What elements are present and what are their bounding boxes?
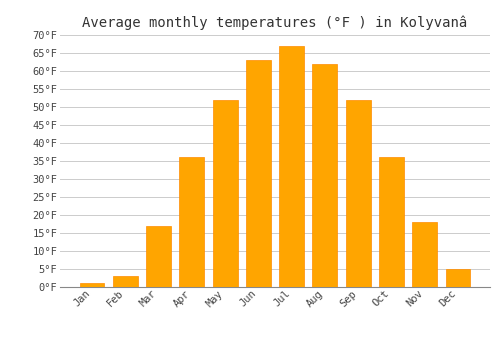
Bar [212,100,238,287]
Bar [379,158,404,287]
Bar [80,284,104,287]
Bar [180,158,204,287]
Bar [279,46,304,287]
Bar [412,222,437,287]
Bar [312,64,338,287]
Bar [346,100,370,287]
Title: Average monthly temperatures (°F ) in Kolyvanâ: Average monthly temperatures (°F ) in Ko… [82,15,468,30]
Bar [146,226,171,287]
Bar [246,60,271,287]
Bar [113,276,138,287]
Bar [446,269,470,287]
